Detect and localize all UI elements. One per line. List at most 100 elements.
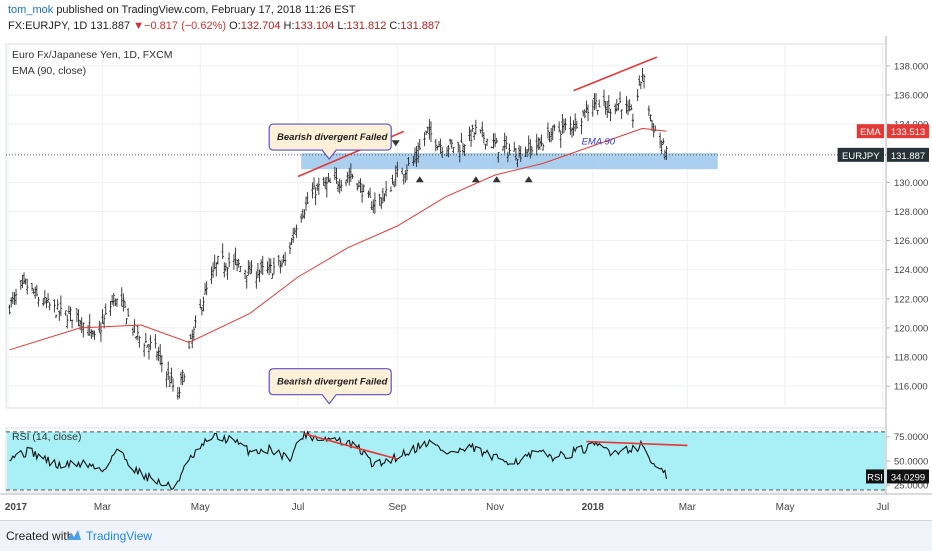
price-bar — [416, 142, 420, 163]
price-bar — [450, 139, 454, 149]
chart-area[interactable]: 2017 Mar May Jul Sep Nov 2018 Mar May Jul 138.000 1… — [0, 36, 932, 520]
callout-text: Bearish divergent Failed — [277, 132, 388, 143]
price-bar — [519, 146, 522, 162]
author-link[interactable]: tom_mok — [8, 4, 54, 16]
price-bar — [348, 167, 351, 186]
price-bar — [335, 167, 338, 184]
low-label: L: — [337, 20, 347, 32]
price-bar — [216, 255, 220, 265]
price-bar — [482, 132, 486, 144]
rsi-tick-label: 50.0000 — [894, 456, 928, 467]
price-bar — [13, 292, 16, 305]
price-bar — [572, 120, 575, 136]
price-bar — [19, 280, 23, 290]
price-bar — [553, 124, 556, 132]
price-bar — [663, 149, 667, 160]
price-bar — [367, 190, 370, 198]
price-bar — [267, 257, 271, 276]
time-tick-label: Mar — [94, 502, 112, 513]
price-bar — [439, 138, 442, 154]
price-bar — [372, 199, 375, 214]
price-bar — [604, 100, 607, 115]
tradingview-logo-icon[interactable] — [66, 529, 82, 541]
price-bar — [272, 257, 276, 275]
price-bar — [314, 187, 317, 206]
price-bar — [541, 143, 545, 151]
price-bar — [457, 141, 460, 153]
callout-2: Bearish divergent Failed — [268, 368, 392, 405]
price-bar — [615, 98, 619, 112]
price-bar — [583, 109, 586, 119]
price-bar — [66, 314, 69, 329]
price-bar — [200, 306, 204, 316]
price-badge-tag — [856, 124, 884, 139]
price-tick-label: 124.000 — [894, 265, 928, 276]
price-bar — [304, 196, 308, 211]
price-bar — [144, 333, 147, 343]
price-bar — [618, 91, 622, 104]
price-bar — [636, 88, 639, 101]
price-bar — [452, 146, 455, 154]
support-marker-icon — [524, 176, 533, 183]
price-bar — [80, 317, 83, 334]
price-bar — [575, 120, 578, 129]
price-bar — [360, 183, 364, 203]
price-bar — [492, 133, 495, 149]
symbol-label[interactable]: FX:EURJPY, 1D — [8, 20, 88, 32]
price-bar — [46, 293, 50, 303]
price-bar — [631, 113, 635, 128]
rsi-line — [9, 430, 668, 490]
price-bar — [559, 130, 562, 148]
rsi-badge: RSI 34.0299 — [866, 469, 929, 484]
price-bar — [194, 315, 197, 328]
price-bar — [501, 145, 505, 151]
price-bar — [259, 259, 263, 274]
price-bar — [516, 159, 519, 168]
price-bar — [306, 192, 309, 204]
price-bar — [115, 298, 119, 307]
price-badge-value: 133.513 — [891, 127, 925, 138]
price-bar — [78, 319, 82, 331]
legend-entry: Euro Fx/Japanese Yen, 1D, FXCM — [12, 49, 173, 61]
price-bar — [104, 303, 107, 316]
price-bar — [86, 324, 90, 336]
change-arrow-icon: ▼ — [133, 20, 145, 32]
price-bar — [32, 288, 35, 295]
price-bar — [400, 167, 404, 175]
price-bar — [126, 308, 130, 317]
price-bar — [641, 68, 644, 82]
price-bar — [529, 139, 532, 159]
change-value: −0.817 (−0.62%) — [144, 20, 227, 32]
low-value: 131.812 — [346, 20, 387, 32]
price-bar — [245, 275, 248, 289]
support-marker-icon — [415, 176, 424, 183]
price-bar — [258, 269, 261, 283]
price-chart[interactable]: 2017 Mar May Jul Sep Nov 2018 Mar May Jul 138.000 1… — [0, 36, 932, 520]
price-bar — [26, 278, 29, 295]
price-badge-value-bg — [887, 124, 929, 139]
price-bar — [490, 146, 494, 149]
price-tick-label: 118.000 — [894, 353, 928, 364]
price-bar — [266, 261, 269, 274]
price-bar — [394, 165, 397, 186]
price-bar — [149, 335, 152, 350]
price-bar — [255, 271, 258, 289]
price-bar — [142, 343, 146, 357]
price-bar — [93, 330, 96, 340]
price-bar — [248, 261, 252, 275]
price-bar — [580, 117, 583, 135]
ohlc-line: FX:EURJPY, 1D 131.887 ▼−0.817 (−0.62%) O… — [8, 20, 440, 32]
price-bar — [383, 193, 386, 202]
price-bar — [327, 172, 330, 183]
price-bar — [557, 121, 561, 133]
price-bar — [109, 300, 112, 316]
price-bar — [191, 329, 194, 349]
tradingview-brand-link[interactable]: TradingView — [86, 529, 153, 543]
price-bar — [303, 209, 306, 219]
price-bar — [391, 174, 394, 185]
time-tick-label: 2018 — [582, 502, 605, 513]
price-bar — [598, 99, 601, 108]
price-bar — [159, 344, 162, 366]
price-bar — [508, 143, 511, 155]
price-bar — [269, 258, 272, 274]
